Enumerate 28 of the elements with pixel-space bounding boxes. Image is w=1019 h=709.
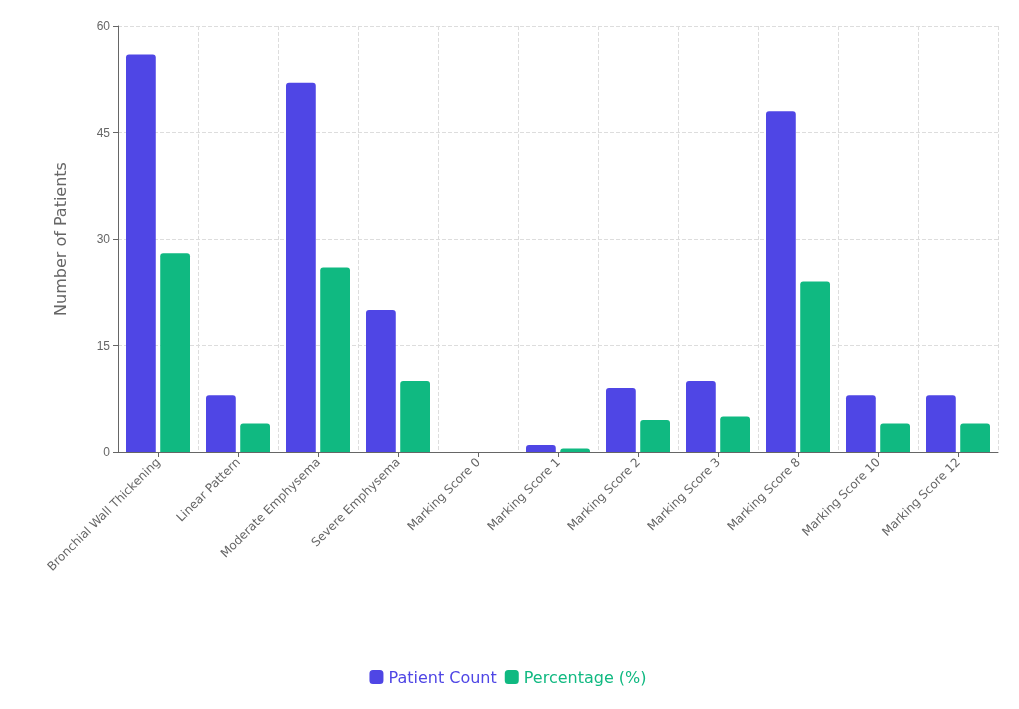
bar: [286, 82, 316, 452]
bar: [960, 423, 990, 452]
bar: [160, 253, 190, 452]
y-tick-label: 15: [96, 338, 111, 353]
bar: [720, 416, 750, 452]
y-tick-label: 45: [96, 125, 111, 140]
bar: [686, 381, 716, 452]
bar: [846, 395, 876, 452]
bar: [320, 267, 350, 452]
bar: [800, 281, 830, 452]
bar: [240, 423, 270, 452]
y-axis-title: Number of Patients: [50, 162, 70, 316]
legend-label: Patient Count: [388, 667, 497, 687]
bar: [926, 395, 956, 452]
bar: [880, 423, 910, 452]
legend-label: Percentage (%): [523, 667, 647, 687]
bar: [606, 388, 636, 452]
bar: [400, 381, 430, 452]
bar: [766, 111, 796, 452]
bar: [366, 310, 396, 452]
bar: [126, 54, 156, 452]
y-tick-label: 0: [103, 445, 111, 459]
bar: [640, 420, 670, 452]
bar: [206, 395, 236, 452]
bar: [560, 448, 590, 452]
bar: [526, 444, 556, 452]
y-tick-label: 30: [96, 232, 111, 246]
y-tick-label: 60: [96, 19, 111, 33]
